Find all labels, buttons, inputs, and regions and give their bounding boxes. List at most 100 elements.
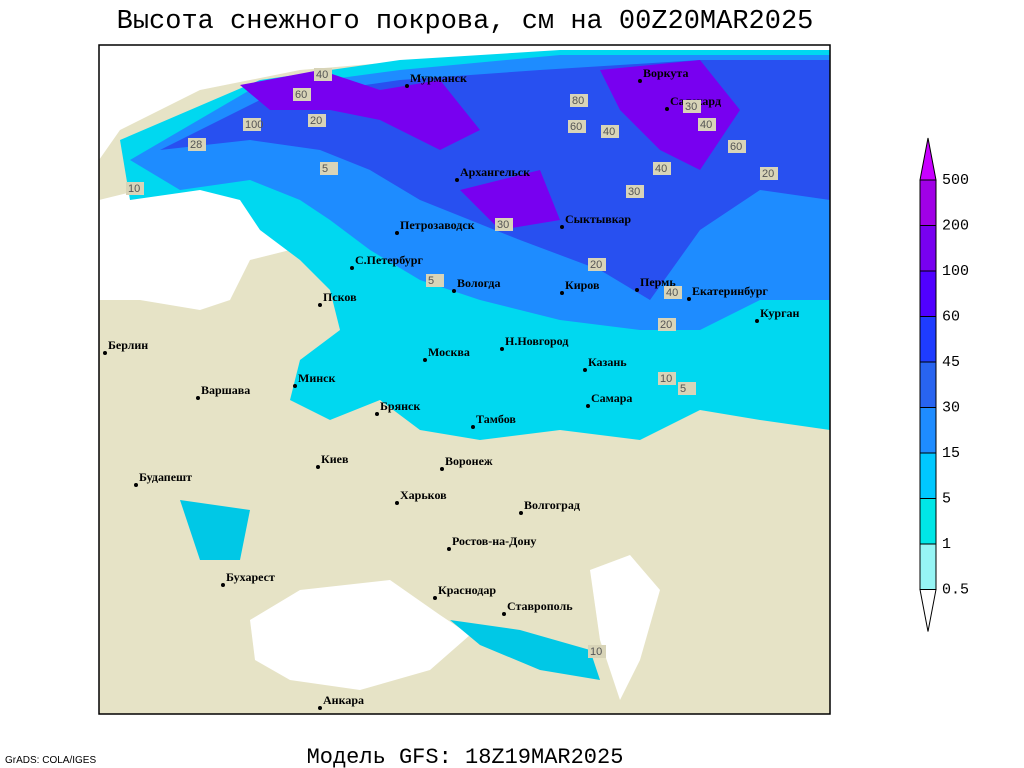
city-label: Мурманск <box>410 71 467 85</box>
city-dot <box>500 347 504 351</box>
contour-label: 60 <box>730 141 742 153</box>
legend-label: 500 <box>942 172 969 189</box>
contour-label: 30 <box>685 101 697 113</box>
city-dot <box>440 467 444 471</box>
city-dot <box>755 319 759 323</box>
city-dot <box>452 289 456 293</box>
contour-label-bg <box>683 100 701 113</box>
legend-swatch <box>919 589 937 632</box>
city-label: Воронеж <box>445 454 493 468</box>
city-dot <box>583 368 587 372</box>
city-label: Киев <box>321 452 349 466</box>
contour-label-bg <box>760 167 778 180</box>
contour-label: 40 <box>700 119 712 131</box>
city-label: Сыктывкар <box>565 212 631 226</box>
contour-label: 5 <box>680 383 686 395</box>
city-label: Москва <box>428 345 470 359</box>
contour-label-bg <box>658 318 676 331</box>
city-dot <box>395 501 399 505</box>
contour-label: 30 <box>497 219 509 231</box>
city-label: Волгоград <box>524 498 580 512</box>
contour-label-bg <box>588 258 606 271</box>
snow-mountains <box>180 500 600 680</box>
map <box>99 45 830 714</box>
legend-swatch <box>919 452 937 499</box>
contour-label-bg <box>570 94 588 107</box>
contour-label: 28 <box>190 139 202 151</box>
contour-label: 40 <box>316 69 328 81</box>
city-label: Будапешт <box>139 470 192 484</box>
contour-label: 40 <box>603 126 615 138</box>
city-dot <box>134 483 138 487</box>
city-dot <box>318 303 322 307</box>
legend-swatch <box>919 225 937 272</box>
credit: GrADS: COLA/IGES <box>5 755 96 766</box>
legend-label: 1 <box>942 536 951 553</box>
city-dot <box>638 79 642 83</box>
city-dot <box>560 291 564 295</box>
contour-label: 10 <box>590 646 602 658</box>
city-label: Брянск <box>380 399 420 413</box>
caspian-sea <box>590 555 660 700</box>
city-label: С.Петербург <box>355 253 423 267</box>
legend-swatch <box>919 270 937 317</box>
contour-label: 10 <box>128 183 140 195</box>
city-dot <box>375 412 379 416</box>
legend-swatch <box>919 543 937 590</box>
city-label: Архангельск <box>460 165 530 179</box>
contour-label-bg <box>653 162 671 175</box>
contour-label-bg <box>728 140 746 153</box>
contour-label: 5 <box>428 275 434 287</box>
contour-label-bg <box>308 114 326 127</box>
contour-label: 60 <box>570 121 582 133</box>
legend-swatch <box>919 179 937 226</box>
city-dot <box>405 84 409 88</box>
legend-label: 100 <box>942 263 969 280</box>
contour-label: 10 <box>660 373 672 385</box>
city-label: Псков <box>323 290 357 304</box>
contour-label-bg <box>588 645 606 658</box>
contour-label-bg <box>664 286 682 299</box>
snow-very-deep <box>240 60 740 230</box>
contour-label: 20 <box>762 168 774 180</box>
city-label: Бухарест <box>226 570 275 584</box>
arctic-sea <box>99 45 830 160</box>
city-label: Варшава <box>201 383 250 397</box>
contour-label: 40 <box>655 163 667 175</box>
black-sea <box>250 580 470 690</box>
contour-label: 20 <box>660 319 672 331</box>
city-label: Ставрополь <box>507 599 573 613</box>
contour-label: 30 <box>628 186 640 198</box>
city-label: Казань <box>588 355 627 369</box>
contour-label-bg <box>658 372 676 385</box>
legend-label: 200 <box>942 217 969 234</box>
contour-label-bg <box>293 88 311 101</box>
city-label: Петрозаводск <box>400 218 475 232</box>
contour-label: 80 <box>572 95 584 107</box>
city-label: Берлин <box>108 338 148 352</box>
contour-label-bg <box>698 118 716 131</box>
city-dot <box>318 706 322 710</box>
city-label: Краснодар <box>438 583 496 597</box>
city-dot <box>350 266 354 270</box>
legend-swatch <box>919 316 937 363</box>
legend-label: 5 <box>942 490 951 507</box>
city-dot <box>447 547 451 551</box>
contour-label-bg <box>314 68 332 81</box>
contour-label: 100 <box>245 119 263 131</box>
city-dot <box>635 288 639 292</box>
city-label: Ростов-на-Дону <box>452 534 536 548</box>
legend-label: 0.5 <box>942 581 969 598</box>
contour-label: 40 <box>666 287 678 299</box>
legend-swatch <box>919 407 937 454</box>
map-frame <box>98 44 831 715</box>
legend-label: 60 <box>942 308 960 325</box>
legend-label: 15 <box>942 445 960 462</box>
city-label: Анкара <box>323 693 364 707</box>
contour-label: 20 <box>310 115 322 127</box>
city-dot <box>471 425 475 429</box>
contour-label: 20 <box>590 259 602 271</box>
contour-label: 60 <box>295 89 307 101</box>
contour-label-bg <box>320 162 338 175</box>
